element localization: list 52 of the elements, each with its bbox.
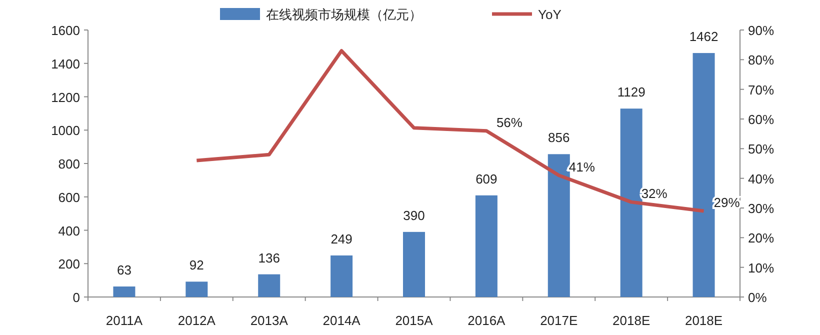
legend: 在线视频市场规模（亿元）: [220, 7, 422, 22]
y-tick-label: 200: [58, 256, 80, 272]
y-tick-label: 600: [58, 190, 80, 205]
y2-tick-label: 0%: [748, 290, 768, 305]
data-label: 609: [476, 171, 498, 186]
bar: [620, 108, 642, 297]
data-label: 63: [116, 262, 132, 278]
bar: [113, 286, 136, 297]
x-tick-label: 2016A: [468, 313, 506, 328]
y2-tick-label: 60%: [748, 112, 774, 127]
data-label: 136: [258, 250, 280, 266]
y-tick-label: 1600: [51, 23, 80, 38]
data-label: 92: [189, 258, 204, 273]
x-tick-label: 2017E: [540, 313, 578, 328]
data-label: 1129: [617, 84, 646, 100]
x-tick-label: 2015A: [395, 313, 434, 328]
data-label: 249: [330, 231, 352, 246]
y2-tick-label: 40%: [748, 171, 774, 186]
x-tick-label: 2018E: [684, 313, 723, 328]
y2-tick-label: 50%: [748, 142, 774, 157]
y2-tick-label: 70%: [748, 82, 774, 98]
y-tick-label: 400: [58, 223, 80, 238]
y2-tick-label: 90%: [748, 23, 774, 38]
x-tick-label: 2012A: [178, 313, 216, 328]
data-label: 56%: [496, 114, 523, 130]
y2-tick-label: 10%: [748, 260, 774, 276]
legend-label: YoY: [538, 7, 562, 22]
y-tick-label: 800: [58, 156, 80, 172]
data-label: 32%: [641, 186, 668, 202]
y-tick-label: 0: [72, 290, 80, 305]
data-label: 390: [403, 208, 425, 223]
bar: [475, 195, 498, 297]
x-tick-label: 2011A: [106, 313, 143, 328]
x-tick-label: 2014A: [322, 313, 361, 328]
y2-tick-label: 80%: [748, 52, 774, 68]
bar: [548, 154, 570, 297]
y2-tick-label: 30%: [748, 201, 774, 216]
bar: [186, 282, 208, 297]
bar: [692, 53, 715, 297]
legend: YoY: [492, 7, 562, 22]
bar: [403, 232, 425, 297]
y-tick-label: 1400: [51, 56, 80, 72]
y2-tick-label: 20%: [748, 230, 774, 246]
y-tick-label: 1200: [51, 90, 80, 105]
data-label: 856: [548, 130, 570, 146]
bar: [330, 255, 353, 297]
data-label: 1462: [689, 29, 718, 44]
legend-label: 在线视频市场规模（亿元）: [266, 7, 422, 22]
y-tick-label: 1000: [51, 123, 80, 138]
bar: [258, 274, 280, 297]
x-tick-label: 2013A: [250, 313, 288, 328]
x-tick-label: 2018E: [612, 313, 650, 328]
